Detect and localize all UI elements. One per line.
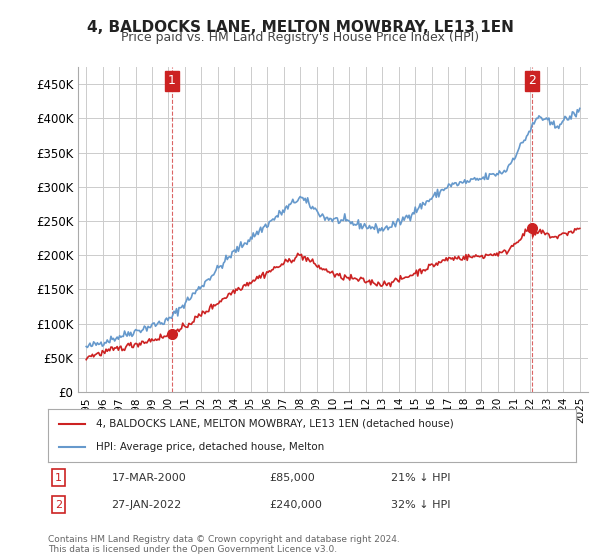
Text: 2: 2 [527, 74, 536, 87]
Text: Price paid vs. HM Land Registry's House Price Index (HPI): Price paid vs. HM Land Registry's House … [121, 31, 479, 44]
Text: 4, BALDOCKS LANE, MELTON MOWBRAY, LE13 1EN (detached house): 4, BALDOCKS LANE, MELTON MOWBRAY, LE13 1… [95, 419, 453, 429]
Text: 17-MAR-2000: 17-MAR-2000 [112, 473, 186, 483]
Text: 4, BALDOCKS LANE, MELTON MOWBRAY, LE13 1EN: 4, BALDOCKS LANE, MELTON MOWBRAY, LE13 1… [86, 20, 514, 35]
Text: 2: 2 [55, 500, 62, 510]
Text: HPI: Average price, detached house, Melton: HPI: Average price, detached house, Melt… [95, 442, 324, 452]
Text: Contains HM Land Registry data © Crown copyright and database right 2024.
This d: Contains HM Land Registry data © Crown c… [48, 535, 400, 554]
Text: 21% ↓ HPI: 21% ↓ HPI [391, 473, 451, 483]
Text: £85,000: £85,000 [270, 473, 316, 483]
Text: 1: 1 [55, 473, 62, 483]
Text: £240,000: £240,000 [270, 500, 323, 510]
Text: 32% ↓ HPI: 32% ↓ HPI [391, 500, 451, 510]
Text: 1: 1 [168, 74, 176, 87]
Text: 27-JAN-2022: 27-JAN-2022 [112, 500, 182, 510]
